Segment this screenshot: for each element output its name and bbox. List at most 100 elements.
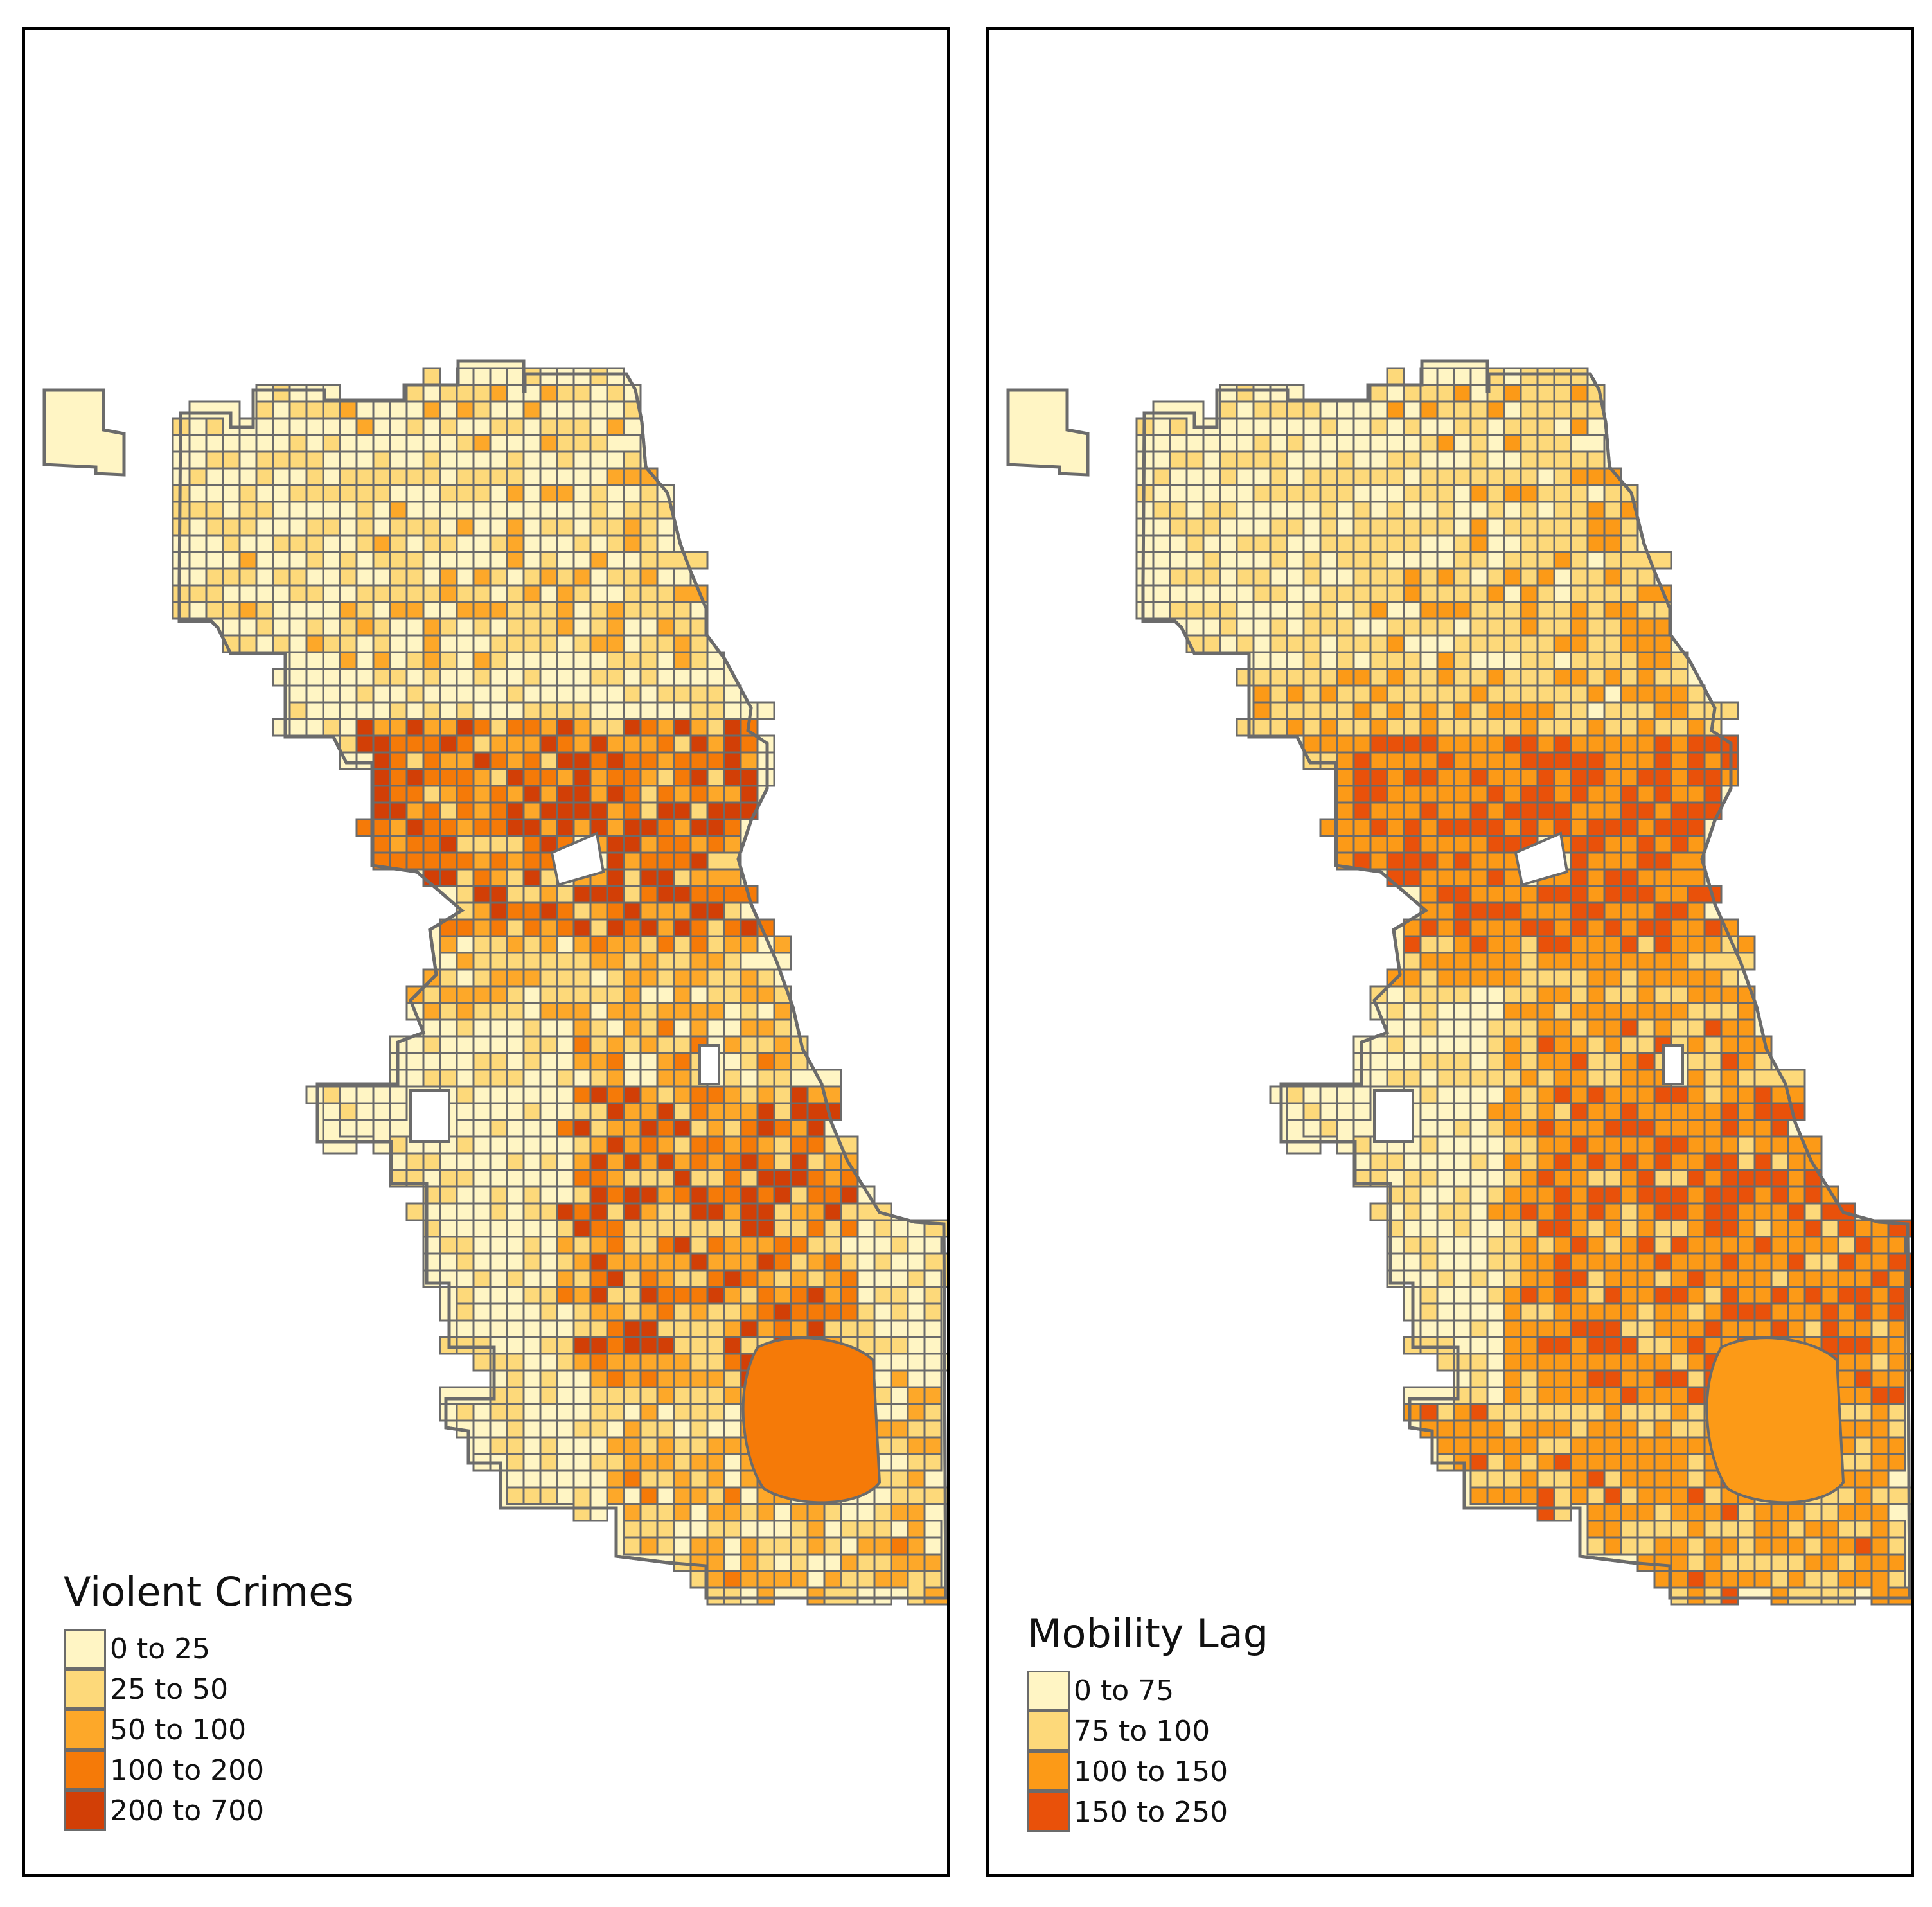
tract xyxy=(1854,1536,1873,1556)
tract xyxy=(389,1102,408,1121)
tract xyxy=(539,1152,558,1171)
tract xyxy=(1185,450,1205,470)
tract xyxy=(572,1052,592,1071)
tract xyxy=(222,484,241,503)
tract xyxy=(589,534,608,553)
tract xyxy=(623,1052,642,1071)
tract xyxy=(806,1152,826,1171)
tract xyxy=(606,1436,625,1455)
tract xyxy=(1453,785,1472,804)
tract xyxy=(806,1536,826,1556)
tract xyxy=(673,1503,692,1522)
tract xyxy=(1636,1386,1656,1405)
tract xyxy=(806,1553,826,1572)
tract xyxy=(923,1403,943,1422)
tract xyxy=(1219,634,1238,653)
tract xyxy=(1603,1286,1622,1305)
tract xyxy=(1553,1102,1572,1121)
tract xyxy=(1185,467,1205,486)
tract xyxy=(389,1085,408,1104)
tract xyxy=(706,1185,725,1205)
tract xyxy=(606,935,625,954)
tract xyxy=(439,818,458,837)
tract xyxy=(1386,484,1405,503)
tract xyxy=(522,617,542,637)
tract xyxy=(1720,1219,1739,1238)
tract xyxy=(539,1453,558,1472)
tract xyxy=(389,551,408,570)
tract xyxy=(1787,1302,1806,1322)
tract xyxy=(1753,1252,1773,1272)
tract xyxy=(1386,1035,1405,1054)
tract xyxy=(1586,1302,1606,1322)
tract xyxy=(506,968,525,988)
tract xyxy=(1419,417,1439,436)
tract xyxy=(1586,1219,1606,1238)
tract xyxy=(439,1152,458,1171)
tract xyxy=(589,1419,608,1439)
tract xyxy=(1503,1419,1522,1439)
tract xyxy=(840,1570,859,1589)
tract xyxy=(1469,1085,1489,1104)
tract xyxy=(1403,1152,1422,1171)
tract xyxy=(1553,1219,1572,1238)
tract xyxy=(1503,534,1522,553)
tract xyxy=(1453,751,1472,770)
tract xyxy=(372,785,391,804)
tract xyxy=(422,1002,441,1021)
tract xyxy=(673,1069,692,1088)
tract xyxy=(355,1119,375,1138)
tract xyxy=(1553,718,1572,737)
tract xyxy=(1887,1236,1906,1255)
tract xyxy=(790,1319,809,1338)
tract xyxy=(222,567,241,587)
tract xyxy=(923,1436,943,1455)
tract xyxy=(1386,1018,1405,1038)
tract xyxy=(1703,1185,1723,1205)
tract xyxy=(506,885,525,904)
tract xyxy=(506,501,525,520)
tract xyxy=(806,1202,826,1221)
tract xyxy=(623,785,642,804)
tract xyxy=(723,885,759,904)
tract xyxy=(790,1520,809,1539)
tract xyxy=(1770,1219,1789,1238)
tract xyxy=(656,1286,675,1305)
tract xyxy=(1653,968,1672,988)
tract xyxy=(1269,584,1288,603)
tract xyxy=(1770,1319,1789,1338)
tract xyxy=(339,584,358,603)
tract xyxy=(623,1102,642,1121)
tract xyxy=(1586,1085,1606,1104)
tract xyxy=(1536,801,1555,820)
tract xyxy=(1670,684,1689,704)
tract xyxy=(1419,384,1439,403)
tract xyxy=(1469,952,1489,971)
tract xyxy=(439,1252,458,1272)
tract xyxy=(422,1152,441,1171)
tract xyxy=(1419,935,1439,954)
tract xyxy=(1369,835,1388,854)
tract xyxy=(623,1085,642,1104)
tract xyxy=(422,467,441,486)
tract xyxy=(1302,1085,1322,1104)
tract xyxy=(1570,484,1589,503)
tract xyxy=(556,901,575,921)
excluded-area xyxy=(409,1089,450,1143)
tract xyxy=(606,768,625,787)
tract xyxy=(673,1319,692,1338)
tract xyxy=(1620,1286,1639,1305)
tract xyxy=(673,1052,692,1071)
tract xyxy=(773,1553,792,1572)
tract xyxy=(1503,634,1522,653)
tract xyxy=(1352,567,1372,587)
tract xyxy=(456,1152,475,1171)
tract xyxy=(422,651,441,670)
tract xyxy=(740,1553,759,1572)
tract xyxy=(456,1202,475,1221)
tract xyxy=(656,985,675,1004)
tract xyxy=(439,467,458,486)
tract xyxy=(656,584,675,603)
tract xyxy=(706,985,725,1004)
tract xyxy=(439,400,458,420)
